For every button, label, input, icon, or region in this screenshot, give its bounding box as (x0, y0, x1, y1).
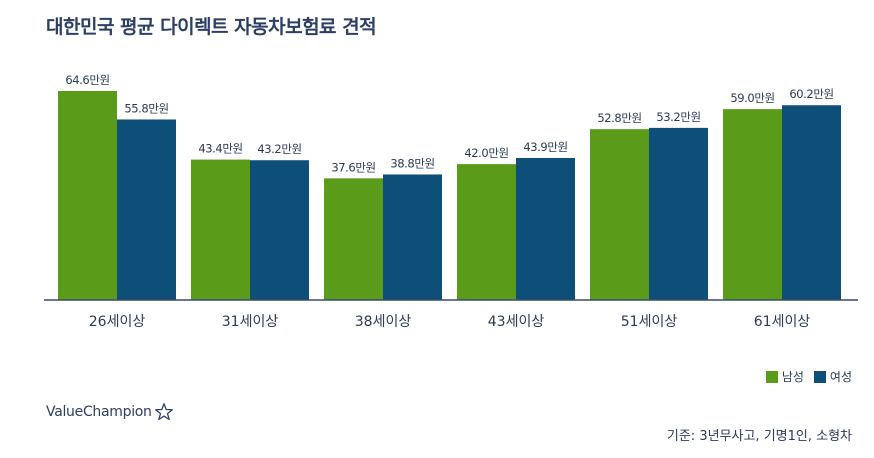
bar-male-0 (58, 91, 117, 300)
data-label-female-5: 60.2만원 (789, 87, 833, 101)
legend-label-female: 여성 (829, 370, 852, 384)
chart-title: 대한민국 평균 다이렉트 자동차보험료 견적 (46, 16, 377, 38)
bar-female-3 (516, 157, 575, 300)
x-tick-label-3: 43세이상 (488, 314, 545, 330)
bar-chart: 64.6만원 55.8만원 26세이상 43.4만원 43.2만원 31세이상 37.6만원… (44, 73, 858, 330)
valuechampion-logo: ValueChampion (46, 402, 174, 422)
data-label-female-0: 55.8만원 (124, 101, 168, 115)
bar-male-4 (590, 129, 649, 300)
bar-female-2 (383, 174, 442, 300)
legend-label-male: 남성 (781, 370, 804, 384)
data-label-female-3: 43.9만원 (523, 140, 567, 154)
x-tick-label-2: 38세이상 (355, 314, 412, 330)
bar-male-1 (191, 159, 250, 300)
bar-female-1 (250, 160, 309, 300)
legend-swatch-male (765, 370, 778, 383)
logo-text: ValueChampion (46, 404, 152, 420)
data-label-male-0: 64.6만원 (65, 73, 109, 87)
legend-swatch-female (813, 370, 826, 383)
data-label-female-2: 38.8만원 (390, 156, 434, 170)
data-label-male-1: 43.4만원 (198, 142, 242, 156)
data-label-male-5: 59.0만원 (730, 91, 774, 105)
data-label-female-1: 43.2만원 (257, 142, 301, 156)
legend-item-female: 여성 (813, 368, 852, 385)
bar-male-3 (457, 164, 516, 300)
x-tick-label-4: 51세이상 (621, 314, 678, 330)
bar-female-5 (782, 105, 841, 300)
x-tick-label-5: 61세이상 (754, 314, 811, 330)
bar-female-4 (649, 127, 708, 300)
data-label-male-2: 37.6만원 (331, 160, 375, 174)
x-tick-label-0: 26세이상 (89, 314, 146, 330)
bar-female-0 (117, 119, 176, 301)
legend-item-male: 남성 (765, 368, 804, 385)
bar-male-5 (723, 109, 782, 300)
bar-male-2 (324, 178, 383, 300)
x-tick-label-1: 31세이상 (222, 314, 279, 330)
star-icon (154, 403, 173, 421)
footnote: 기준: 3년무사고, 기명1인, 소형차 (666, 429, 852, 444)
data-label-male-4: 52.8만원 (597, 111, 641, 125)
data-label-female-4: 53.2만원 (656, 110, 700, 124)
data-label-male-3: 42.0만원 (464, 146, 508, 160)
legend: 남성 여성 (756, 368, 852, 385)
